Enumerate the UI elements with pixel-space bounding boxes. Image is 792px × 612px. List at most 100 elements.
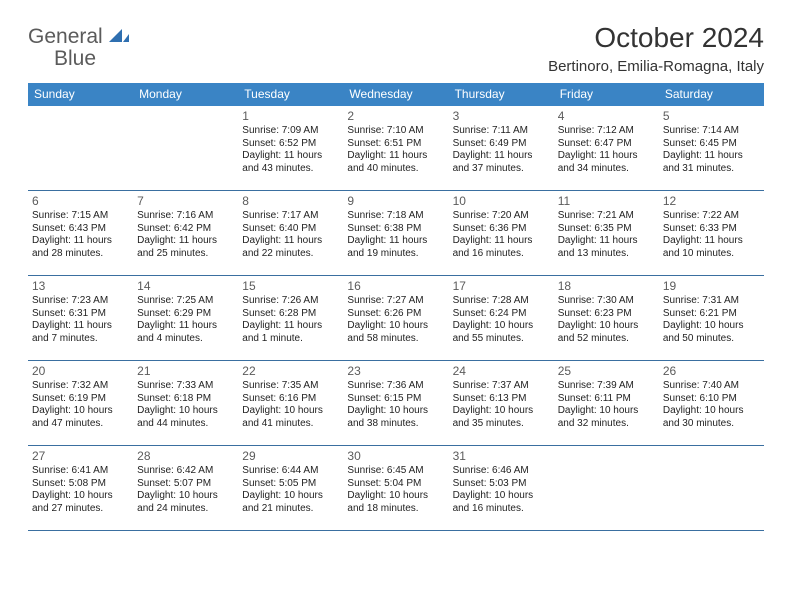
sunrise-text: Sunrise: 7:12 AM <box>558 125 655 138</box>
daylight-text: Daylight: 11 hours and 37 minutes. <box>453 150 550 175</box>
calendar-day: 9Sunrise: 7:18 AMSunset: 6:38 PMDaylight… <box>343 191 448 275</box>
sunrise-text: Sunrise: 7:39 AM <box>558 380 655 393</box>
sunrise-text: Sunrise: 7:36 AM <box>347 380 444 393</box>
sunset-text: Sunset: 6:49 PM <box>453 138 550 151</box>
dow-label: Friday <box>554 83 659 106</box>
day-number: 21 <box>137 364 234 379</box>
calendar-grid: SundayMondayTuesdayWednesdayThursdayFrid… <box>28 83 764 531</box>
sunset-text: Sunset: 6:13 PM <box>453 393 550 406</box>
calendar-day: 11Sunrise: 7:21 AMSunset: 6:35 PMDayligh… <box>554 191 659 275</box>
sunset-text: Sunset: 6:23 PM <box>558 308 655 321</box>
calendar-day: 2Sunrise: 7:10 AMSunset: 6:51 PMDaylight… <box>343 106 448 190</box>
dow-label: Thursday <box>449 83 554 106</box>
sunrise-text: Sunrise: 7:28 AM <box>453 295 550 308</box>
calendar-day: 13Sunrise: 7:23 AMSunset: 6:31 PMDayligh… <box>28 276 133 360</box>
day-of-week-header: SundayMondayTuesdayWednesdayThursdayFrid… <box>28 83 764 106</box>
title-block: October 2024 Bertinoro, Emilia-Romagna, … <box>548 22 764 75</box>
sunset-text: Sunset: 6:52 PM <box>242 138 339 151</box>
daylight-text: Daylight: 11 hours and 43 minutes. <box>242 150 339 175</box>
calendar-day: 7Sunrise: 7:16 AMSunset: 6:42 PMDaylight… <box>133 191 238 275</box>
calendar-day: 4Sunrise: 7:12 AMSunset: 6:47 PMDaylight… <box>554 106 659 190</box>
sunrise-text: Sunrise: 6:41 AM <box>32 465 129 478</box>
calendar-week: 6Sunrise: 7:15 AMSunset: 6:43 PMDaylight… <box>28 191 764 276</box>
sunrise-text: Sunrise: 7:17 AM <box>242 210 339 223</box>
dow-label: Tuesday <box>238 83 343 106</box>
day-number: 4 <box>558 109 655 124</box>
header: General Blue October 2024 Bertinoro, Emi… <box>28 22 764 75</box>
calendar-day: 26Sunrise: 7:40 AMSunset: 6:10 PMDayligh… <box>659 361 764 445</box>
sunset-text: Sunset: 5:07 PM <box>137 478 234 491</box>
logo-word-2: Blue <box>54 47 96 70</box>
daylight-text: Daylight: 10 hours and 52 minutes. <box>558 320 655 345</box>
sunrise-text: Sunrise: 7:32 AM <box>32 380 129 393</box>
sunset-text: Sunset: 6:29 PM <box>137 308 234 321</box>
calendar-day: 5Sunrise: 7:14 AMSunset: 6:45 PMDaylight… <box>659 106 764 190</box>
calendar-page: General Blue October 2024 Bertinoro, Emi… <box>0 0 792 547</box>
daylight-text: Daylight: 11 hours and 10 minutes. <box>663 235 760 260</box>
sunset-text: Sunset: 6:26 PM <box>347 308 444 321</box>
sunrise-text: Sunrise: 6:42 AM <box>137 465 234 478</box>
daylight-text: Daylight: 10 hours and 55 minutes. <box>453 320 550 345</box>
daylight-text: Daylight: 11 hours and 7 minutes. <box>32 320 129 345</box>
dow-label: Wednesday <box>343 83 448 106</box>
sunrise-text: Sunrise: 7:20 AM <box>453 210 550 223</box>
daylight-text: Daylight: 11 hours and 25 minutes. <box>137 235 234 260</box>
daylight-text: Daylight: 10 hours and 50 minutes. <box>663 320 760 345</box>
day-number: 2 <box>347 109 444 124</box>
calendar-day: 15Sunrise: 7:26 AMSunset: 6:28 PMDayligh… <box>238 276 343 360</box>
daylight-text: Daylight: 10 hours and 16 minutes. <box>453 490 550 515</box>
daylight-text: Daylight: 10 hours and 41 minutes. <box>242 405 339 430</box>
daylight-text: Daylight: 10 hours and 58 minutes. <box>347 320 444 345</box>
day-number: 7 <box>137 194 234 209</box>
sunrise-text: Sunrise: 7:11 AM <box>453 125 550 138</box>
sunset-text: Sunset: 6:31 PM <box>32 308 129 321</box>
sunrise-text: Sunrise: 7:16 AM <box>137 210 234 223</box>
day-number: 13 <box>32 279 129 294</box>
day-number: 20 <box>32 364 129 379</box>
day-number: 29 <box>242 449 339 464</box>
sunset-text: Sunset: 6:51 PM <box>347 138 444 151</box>
sunrise-text: Sunrise: 7:31 AM <box>663 295 760 308</box>
sunset-text: Sunset: 6:35 PM <box>558 223 655 236</box>
sunrise-text: Sunrise: 7:14 AM <box>663 125 760 138</box>
day-number: 16 <box>347 279 444 294</box>
sunset-text: Sunset: 5:04 PM <box>347 478 444 491</box>
calendar-week: 13Sunrise: 7:23 AMSunset: 6:31 PMDayligh… <box>28 276 764 361</box>
day-number: 1 <box>242 109 339 124</box>
sunrise-text: Sunrise: 7:10 AM <box>347 125 444 138</box>
location-text: Bertinoro, Emilia-Romagna, Italy <box>548 58 764 75</box>
calendar-day: 23Sunrise: 7:36 AMSunset: 6:15 PMDayligh… <box>343 361 448 445</box>
day-number: 15 <box>242 279 339 294</box>
calendar-day: 21Sunrise: 7:33 AMSunset: 6:18 PMDayligh… <box>133 361 238 445</box>
sunset-text: Sunset: 6:18 PM <box>137 393 234 406</box>
calendar-week: 1Sunrise: 7:09 AMSunset: 6:52 PMDaylight… <box>28 106 764 191</box>
logo-word-1: General <box>28 25 103 48</box>
dow-label: Saturday <box>659 83 764 106</box>
sunrise-text: Sunrise: 7:21 AM <box>558 210 655 223</box>
sunset-text: Sunset: 5:03 PM <box>453 478 550 491</box>
sunrise-text: Sunrise: 7:18 AM <box>347 210 444 223</box>
calendar-day-empty <box>133 106 238 190</box>
daylight-text: Daylight: 10 hours and 38 minutes. <box>347 405 444 430</box>
sunset-text: Sunset: 6:28 PM <box>242 308 339 321</box>
daylight-text: Daylight: 11 hours and 28 minutes. <box>32 235 129 260</box>
daylight-text: Daylight: 11 hours and 19 minutes. <box>347 235 444 260</box>
sunrise-text: Sunrise: 6:44 AM <box>242 465 339 478</box>
daylight-text: Daylight: 10 hours and 30 minutes. <box>663 405 760 430</box>
sunset-text: Sunset: 6:45 PM <box>663 138 760 151</box>
logo-text: General Blue <box>28 26 129 70</box>
sunrise-text: Sunrise: 7:40 AM <box>663 380 760 393</box>
sunset-text: Sunset: 6:21 PM <box>663 308 760 321</box>
daylight-text: Daylight: 11 hours and 31 minutes. <box>663 150 760 175</box>
day-number: 28 <box>137 449 234 464</box>
daylight-text: Daylight: 11 hours and 1 minute. <box>242 320 339 345</box>
day-number: 23 <box>347 364 444 379</box>
daylight-text: Daylight: 10 hours and 24 minutes. <box>137 490 234 515</box>
sunrise-text: Sunrise: 7:09 AM <box>242 125 339 138</box>
calendar-day: 30Sunrise: 6:45 AMSunset: 5:04 PMDayligh… <box>343 446 448 530</box>
calendar-day-empty <box>28 106 133 190</box>
sunrise-text: Sunrise: 7:35 AM <box>242 380 339 393</box>
calendar-day: 3Sunrise: 7:11 AMSunset: 6:49 PMDaylight… <box>449 106 554 190</box>
calendar-day: 10Sunrise: 7:20 AMSunset: 6:36 PMDayligh… <box>449 191 554 275</box>
sunrise-text: Sunrise: 7:26 AM <box>242 295 339 308</box>
